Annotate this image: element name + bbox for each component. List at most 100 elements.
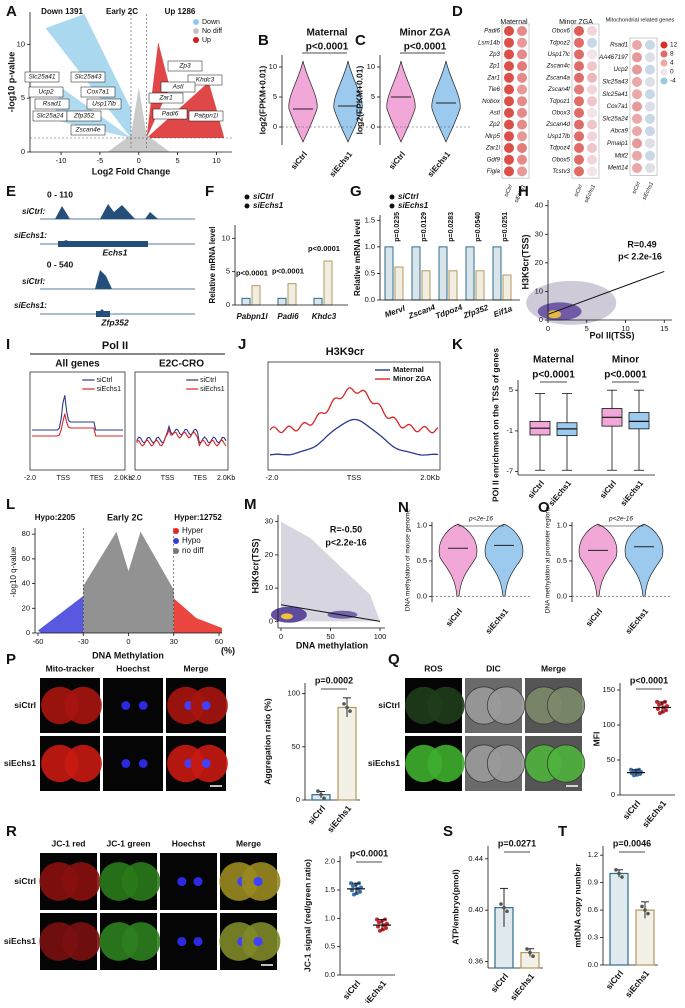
heat-dot [574, 119, 584, 130]
heat-dot [504, 61, 514, 72]
replicate-dot [655, 699, 659, 704]
heat-dot [632, 138, 642, 149]
replicate-dot [358, 889, 362, 894]
gene-label: Astl [489, 110, 501, 117]
y-tick-label: 5 [509, 385, 513, 394]
legend-label: siEchs1 [253, 201, 284, 210]
heat-dot [574, 107, 584, 118]
heat-dot [632, 89, 642, 100]
x-category: siCtrl [444, 607, 464, 628]
y-tick-label: 1.5 [365, 215, 375, 224]
replicate-dot [640, 904, 644, 909]
y-tick-label: 20 [265, 550, 273, 559]
nodiff-region [83, 531, 174, 633]
label: 0 - 540 [47, 259, 74, 269]
bar [337, 706, 357, 801]
label: Hypo:2205 [35, 513, 76, 522]
legend-label: siCtrl [200, 377, 216, 384]
colorbar-label: -4 [670, 78, 676, 85]
y-tick-label: 10 [535, 286, 543, 295]
heat-dot [632, 40, 642, 50]
gene-box [86, 98, 122, 110]
x-tick-label: -2.0 [266, 473, 279, 482]
y-tick-label: 0.0 [557, 591, 567, 600]
gene-label: Ucp2 [614, 66, 629, 73]
micrograph [103, 736, 163, 791]
heat-dot [645, 40, 655, 50]
cell [61, 862, 101, 901]
legend-label: no diff [182, 546, 204, 555]
x-category: siCtrl [604, 968, 626, 991]
y-tick-label: 0 [611, 790, 615, 799]
heat-dot [504, 143, 514, 153]
legend-label: siEchs1 [97, 386, 122, 393]
heat-dot [632, 150, 642, 161]
p-value: p<2e-16 [468, 516, 493, 523]
gene-label: Usp17lc [548, 51, 571, 58]
heat-dot [504, 26, 514, 36]
nucleus [201, 701, 211, 710]
channel-label: Merge [183, 663, 208, 673]
replicate-dot [505, 909, 509, 914]
x-tick-label: 0 [546, 324, 550, 333]
y-tick-label: 60 [22, 554, 30, 563]
gene-label: Slc25a24 [602, 115, 628, 122]
label: Pol II [102, 340, 128, 352]
y-tick-label: 10 [17, 39, 25, 48]
replicate-dot [342, 702, 346, 706]
curve [32, 413, 123, 437]
y-tick-label: 1.5 [325, 885, 335, 894]
x-category: siEchs1 [508, 971, 536, 1002]
gene-label: Tdpoz2 [549, 39, 570, 46]
nucleus [177, 876, 187, 887]
violin [438, 523, 478, 597]
label: E2C-CRO [159, 359, 204, 370]
axis-title: DNA Methylation [92, 650, 164, 660]
y-tick-label: 0.0 [588, 960, 598, 969]
x-tick-label: 10 [212, 156, 220, 165]
p-value: p<0.0001 [404, 42, 447, 53]
gene-label: Cox7a1 [607, 103, 628, 110]
x-category: siEchs1 [624, 606, 651, 635]
y-tick-label: -1 [506, 426, 513, 435]
heat-dot [587, 119, 597, 130]
gene-label: Pabpn1l [194, 113, 218, 120]
replicate-dot [657, 702, 661, 707]
heat-dot [587, 166, 597, 177]
legend-marker [244, 194, 250, 200]
y-tick-label: 50 [607, 755, 615, 764]
y-tick-label: 0.0 [417, 591, 427, 600]
heat-dot [574, 96, 584, 107]
heat-dot [645, 76, 655, 87]
y-tick-label: 100 [602, 720, 615, 729]
p-value: p<0.0001 [630, 675, 668, 685]
gene-box [24, 71, 60, 83]
gene-label: Zar1 [158, 95, 173, 102]
heat-dot [517, 154, 527, 165]
heat-dot [517, 26, 527, 36]
bar [421, 270, 431, 301]
colorbar-label: 12 [670, 42, 678, 49]
cell [427, 744, 465, 783]
panel-letter: C [355, 32, 366, 49]
column-label: siEchs1 [584, 184, 598, 204]
x-tick-label: -60 [33, 637, 44, 646]
p-value: p<2e-16 [608, 516, 633, 523]
panel-letter: A [6, 3, 17, 20]
channel-label: Hoechst [172, 838, 206, 848]
heat-dot [632, 101, 642, 112]
label: R=0.49 [627, 239, 656, 249]
label: Hyper:12752 [174, 513, 222, 522]
cell [61, 922, 101, 961]
column-label: siCtrl [503, 183, 514, 198]
x-category: siEchs1 [640, 798, 668, 829]
column-label: siCtrl [573, 183, 584, 198]
heat-dot [517, 37, 527, 48]
heat-dot [574, 143, 584, 153]
replicate-dot [352, 892, 356, 897]
channel-label: Merge [236, 838, 261, 848]
y-tick-label: 10 [269, 62, 277, 71]
x-tick-label: 10 [621, 324, 629, 333]
gene-label: Tcstv3 [552, 168, 570, 175]
gene-label: Zscan4e [75, 127, 101, 134]
